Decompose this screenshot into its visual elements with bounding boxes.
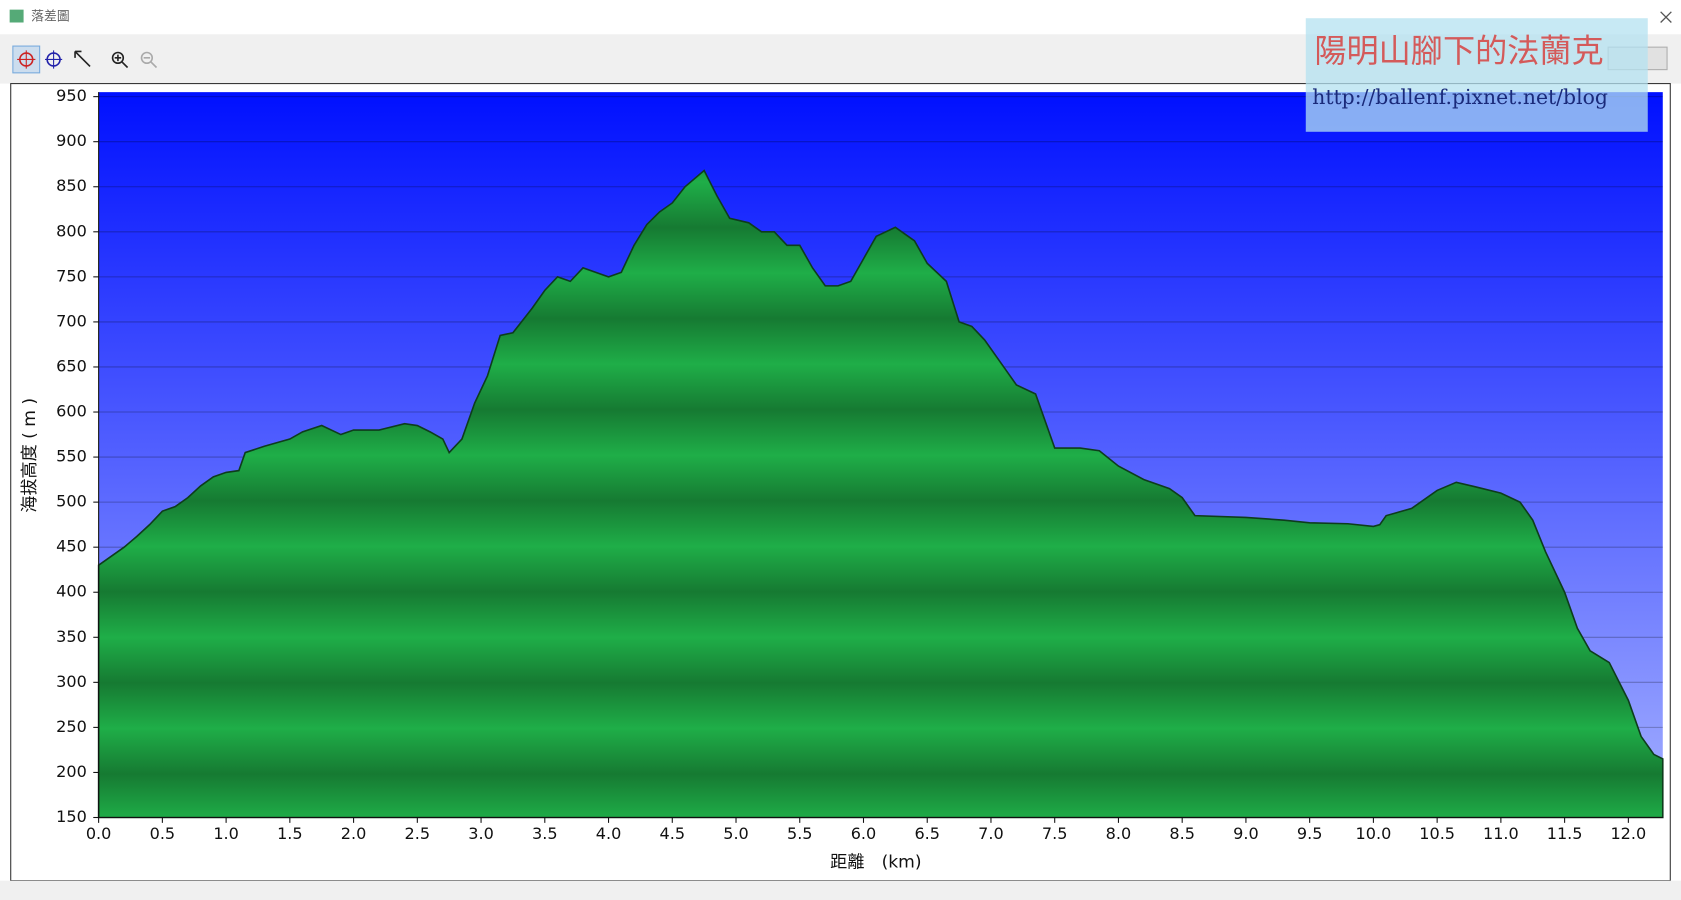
- x-tick-label: 6.0: [851, 824, 877, 843]
- y-tick-label: 450: [56, 537, 87, 556]
- x-tick-label: 2.5: [405, 824, 431, 843]
- x-tick-label: 8.5: [1169, 824, 1195, 843]
- x-tick-label: 3.0: [468, 824, 494, 843]
- y-tick-label: 850: [56, 176, 87, 195]
- x-tick-label: 7.0: [978, 824, 1004, 843]
- y-tick-label: 800: [56, 221, 87, 240]
- x-tick-label: 7.5: [1042, 824, 1068, 843]
- tool-zoom-box[interactable]: [74, 50, 91, 67]
- elevation-area: [97, 169, 1664, 819]
- x-tick-label: 10.0: [1356, 824, 1392, 843]
- x-axis-label: 距離 (km): [830, 853, 921, 873]
- app-icon: [9, 9, 24, 23]
- x-tick-label: 5.0: [723, 824, 749, 843]
- icon: [17, 50, 36, 69]
- watermark-url: http://ballenf.pixnet.net/blog: [1312, 85, 1608, 109]
- y-tick-label: 550: [56, 447, 87, 466]
- y-tick-label: 400: [56, 582, 87, 601]
- y-tick-label: 950: [56, 86, 87, 105]
- y-tick-label: 150: [56, 807, 87, 826]
- y-axis-label: 海拔高度 ( m ): [20, 398, 40, 513]
- icon: [143, 57, 158, 69]
- x-tick-label: 12.0: [1610, 824, 1646, 843]
- x-tick-label: 0.0: [86, 824, 112, 843]
- x-tick-label: 1.5: [277, 824, 303, 843]
- y-tick-label: 600: [56, 402, 87, 421]
- x-tick-label: 2.0: [341, 824, 367, 843]
- x-tick-label: 6.5: [914, 824, 940, 843]
- status-bar: [0, 880, 1681, 900]
- tool-zoom-in[interactable]: [111, 51, 125, 65]
- x-tick-label: 3.5: [532, 824, 558, 843]
- x-tick-label: 4.0: [596, 824, 622, 843]
- x-tick-label: 1.0: [213, 824, 239, 843]
- y-tick-label: 650: [56, 356, 87, 375]
- y-tick-label: 900: [56, 131, 87, 150]
- window-title: 落差圖: [31, 10, 70, 25]
- y-tick-label: 250: [56, 717, 87, 736]
- x-tick-label: 4.5: [660, 824, 686, 843]
- y-tick-label: 300: [56, 672, 87, 691]
- x-tick-label: 0.5: [150, 824, 176, 843]
- y-tick-label: 750: [56, 266, 87, 285]
- watermark-title: 陽明山腳下的法蘭克: [1314, 32, 1603, 70]
- axes: 150 200 250 300 350 400 450 500 550 600 650 700 750 8…: [56, 86, 1663, 843]
- x-tick-label: 10.5: [1419, 824, 1455, 843]
- y-tick-label: 200: [56, 762, 87, 781]
- x-tick-label: 9.5: [1297, 824, 1323, 843]
- x-tick-label: 11.5: [1547, 824, 1583, 843]
- y-tick-label: 700: [56, 311, 87, 330]
- x-tick-label: 5.5: [787, 824, 813, 843]
- y-tick-label: 500: [56, 492, 87, 511]
- icon: [45, 50, 63, 69]
- tool-zoom-out[interactable]: [140, 51, 154, 65]
- close-button[interactable]: [1660, 11, 1672, 23]
- x-tick-label: 9.0: [1233, 824, 1259, 843]
- icon: [114, 54, 129, 69]
- y-tick-label: 350: [56, 627, 87, 646]
- plot: [97, 169, 1664, 819]
- x-tick-label: 11.0: [1483, 824, 1519, 843]
- x-tick-label: 8.0: [1106, 824, 1132, 843]
- watermark-box: [1305, 18, 1648, 132]
